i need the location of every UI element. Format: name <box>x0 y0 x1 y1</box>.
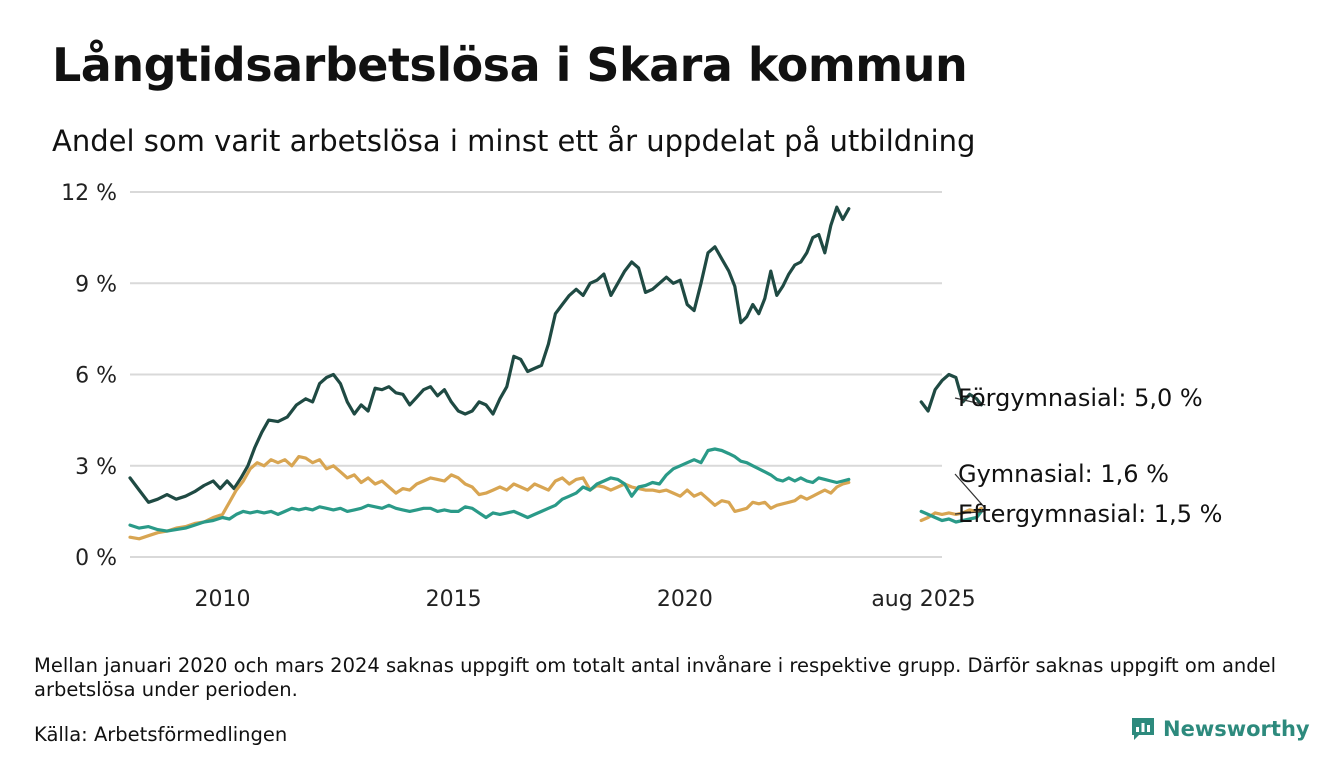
y-tick-label: 9 % <box>75 272 117 297</box>
y-tick-label: 6 % <box>75 364 117 389</box>
brand-logo: Newsworthy <box>1130 716 1310 742</box>
series-line-eftergymnasial-recent <box>919 509 983 524</box>
series-end-label: Eftergymnasial: 1,5 % <box>958 500 1222 528</box>
series-line-förgymnasial-historic <box>128 205 851 504</box>
x-tick-label: 2015 <box>426 587 482 612</box>
y-tick-label: 3 % <box>75 455 117 480</box>
series-line-gymnasial-historic <box>128 455 851 541</box>
y-tick-label: 12 % <box>61 181 117 206</box>
x-tick-label: 2020 <box>657 587 713 612</box>
brand-name: Newsworthy <box>1163 717 1310 741</box>
line-chart: 0 % 3 % 6 % 9 % 12 % 2010 2015 2020 aug 2025 Förg… <box>61 181 1222 612</box>
x-tick-label: 2010 <box>194 587 250 612</box>
footnote: Mellan januari 2020 och mars 2024 saknas… <box>34 654 1277 701</box>
series-end-label: Förgymnasial: 5,0 % <box>958 384 1203 412</box>
series-end-label: Gymnasial: 1,6 % <box>958 460 1169 488</box>
chart-title: Långtidsarbetslösa i Skara kommun <box>52 38 968 92</box>
x-tick-label: aug 2025 <box>871 587 975 612</box>
label-leader-line <box>954 473 986 509</box>
label-leader-line <box>954 397 986 406</box>
label-leader-line <box>954 510 986 515</box>
bar-chart-speech-bubble-icon <box>1132 718 1154 740</box>
source-credit: Källa: Arbetsförmedlingen <box>34 723 288 746</box>
y-tick-label: 0 % <box>75 546 117 571</box>
series-line-eftergymnasial-historic <box>128 447 851 533</box>
series-line-förgymnasial-recent <box>919 372 983 413</box>
chart-subtitle: Andel som varit arbetslösa i minst ett å… <box>52 124 976 158</box>
